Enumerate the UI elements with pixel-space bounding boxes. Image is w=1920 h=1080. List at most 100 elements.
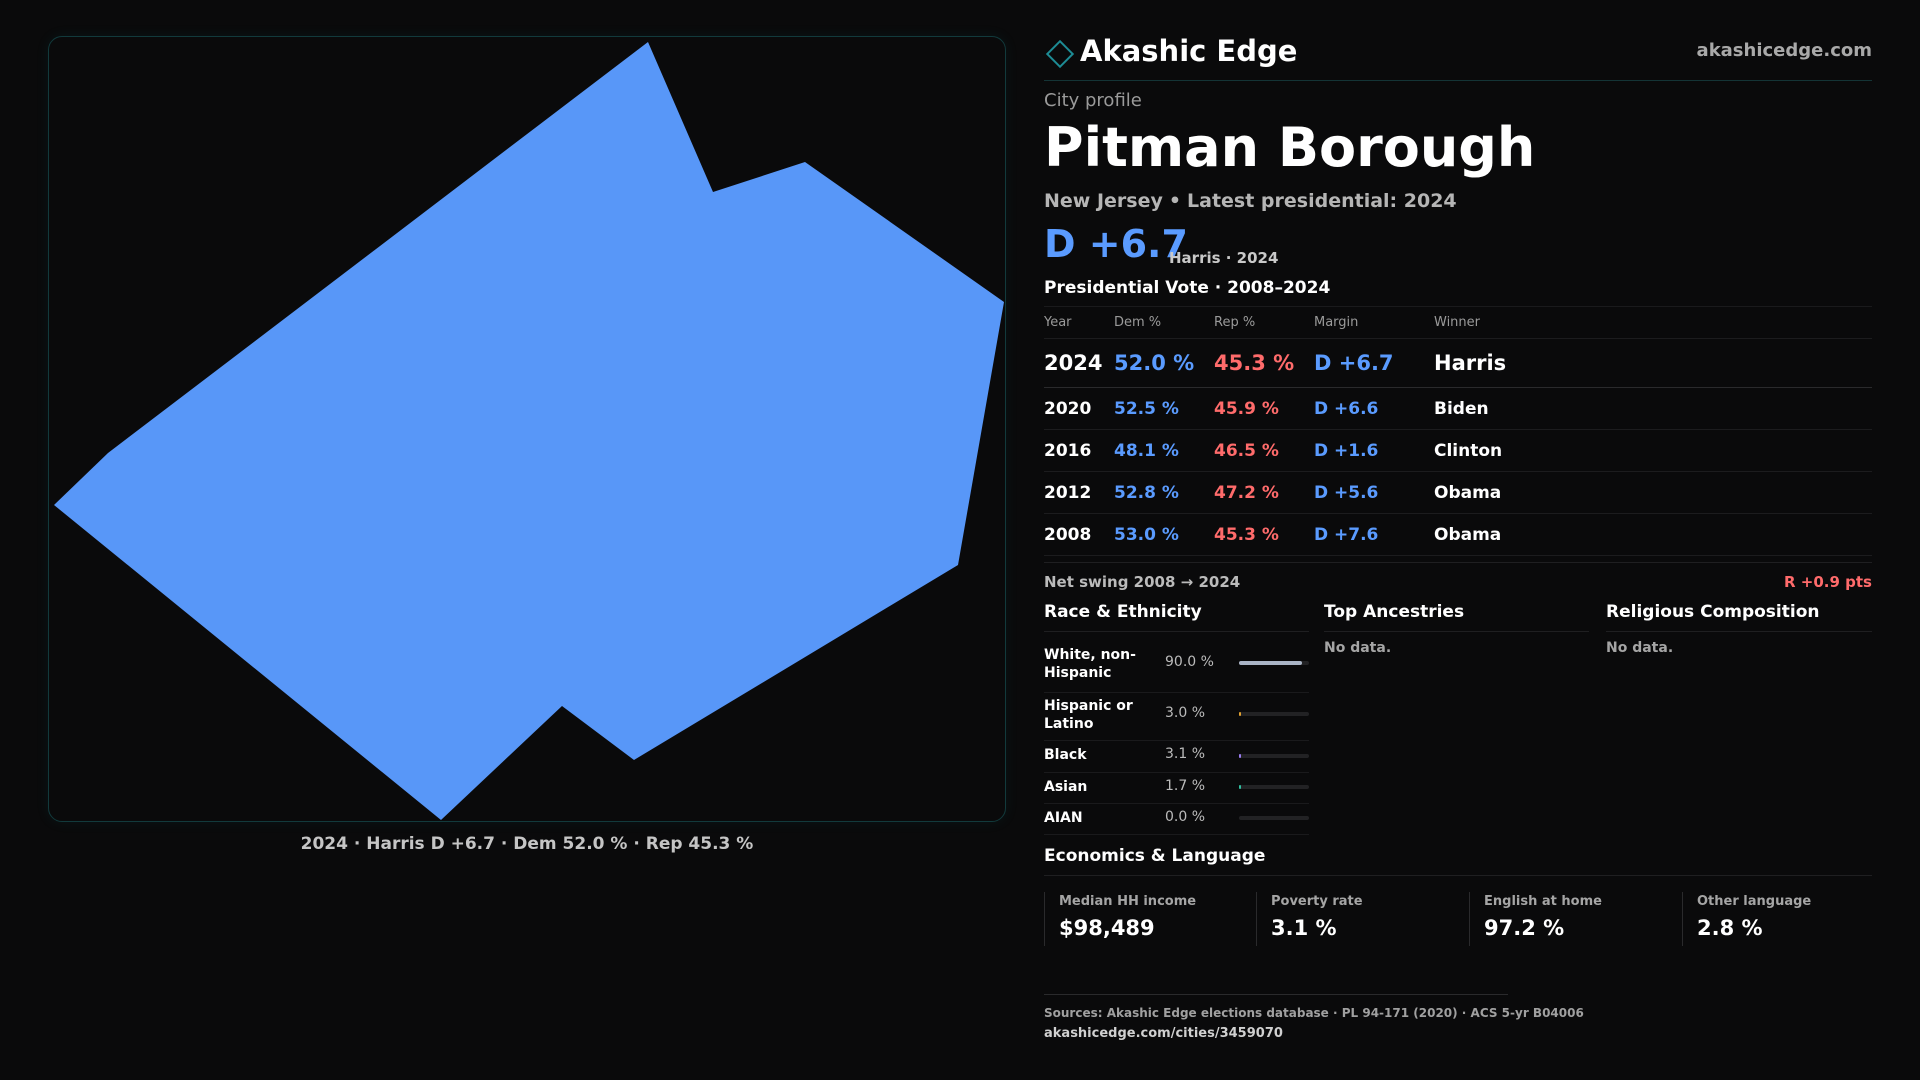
header: Akashic Edge akashicedge.com (1044, 32, 1872, 81)
column-header-dem: Dem % (1114, 315, 1162, 330)
race-pct: 3.0 % (1165, 705, 1206, 721)
race-pct: 1.7 % (1165, 778, 1206, 794)
column-header-rep: Rep % (1214, 315, 1256, 330)
race-bar-track (1239, 661, 1309, 665)
row-year: 2008 (1044, 525, 1092, 545)
state-label: New Jersey (1044, 190, 1163, 212)
row-margin: D +1.6 (1314, 441, 1379, 461)
stat-value: 2.8 % (1697, 916, 1763, 940)
race-label: Black (1044, 747, 1087, 763)
stat-label: Median HH income (1059, 894, 1197, 909)
stat-label: Poverty rate (1271, 894, 1363, 909)
race-bar-fill (1239, 712, 1241, 716)
stat-english-at-home: English at home 97.2 % (1469, 892, 1660, 946)
latest-margin-note: Harris · 2024 (1169, 249, 1279, 267)
latest-election-label: Latest presidential: 2024 (1187, 190, 1457, 212)
row-winner: Harris (1434, 351, 1507, 375)
row-winner: Clinton (1434, 441, 1503, 461)
economics-section-title: Economics & Language (1044, 846, 1266, 866)
table-header-row: Year Dem % Rep % Margin Winner (1044, 307, 1872, 339)
page-title: Pitman Borough (1044, 116, 1536, 179)
race-label: AIAN (1044, 810, 1083, 826)
stat-value: 3.1 % (1271, 916, 1337, 940)
column-header-winner: Winner (1434, 315, 1481, 330)
race-label: White, non-Hispanic (1044, 647, 1136, 681)
race-label: Hispanic or Latino (1044, 698, 1133, 732)
row-winner: Obama (1434, 525, 1502, 545)
table-row: 2020 52.5 % 45.9 % D +6.6 Biden (1044, 388, 1872, 430)
race-bar-fill (1239, 754, 1241, 758)
city-boundary-map[interactable] (0, 0, 1010, 830)
row-year: 2020 (1044, 399, 1092, 419)
race-bar-track (1239, 816, 1309, 820)
brand-name[interactable]: Akashic Edge (1080, 34, 1298, 68)
race-section-rule (1044, 631, 1309, 632)
race-pct: 3.1 % (1165, 746, 1206, 762)
ancestries-section-title: Top Ancestries (1324, 602, 1465, 622)
logo-diamond-icon (1045, 39, 1075, 69)
economics-section-rule (1044, 875, 1872, 876)
row-margin: D +7.6 (1314, 525, 1379, 545)
race-row: AIAN 0.0 % (1044, 803, 1309, 835)
race-bar-fill (1239, 661, 1302, 665)
net-swing-value: R +0.9 pts (1784, 573, 1872, 591)
ancestries-empty: No data. (1324, 640, 1392, 656)
row-winner: Obama (1434, 483, 1502, 503)
row-dem-pct: 52.8 % (1114, 483, 1179, 503)
stat-median-income: Median HH income $98,489 (1044, 892, 1235, 946)
page-url[interactable]: akashicedge.com/cities/3459070 (1044, 1026, 1283, 1041)
row-dem-pct: 52.0 % (1114, 351, 1195, 375)
page-kicker: City profile (1044, 90, 1142, 111)
map-caption: 2024 · Harris D +6.7 · Dem 52.0 % · Rep … (300, 834, 754, 854)
race-bar-track (1239, 785, 1309, 789)
race-bar-fill (1239, 785, 1241, 789)
row-rep-pct: 45.3 % (1214, 525, 1279, 545)
table-row: 2024 52.0 % 45.3 % D +6.7 Harris (1044, 339, 1872, 388)
row-margin: D +5.6 (1314, 483, 1379, 503)
ancestries-section-rule (1324, 631, 1589, 632)
race-section-title: Race & Ethnicity (1044, 602, 1202, 622)
race-row: Asian 1.7 % (1044, 772, 1309, 804)
site-link[interactable]: akashicedge.com (1696, 40, 1872, 61)
vote-table: Year Dem % Rep % Margin Winner 2024 52.0… (1044, 306, 1872, 556)
vote-table-title: Presidential Vote · 2008–2024 (1044, 278, 1331, 298)
stat-value: 97.2 % (1484, 916, 1565, 940)
city-boundary-shape[interactable] (54, 42, 1004, 820)
race-bar-track (1239, 712, 1309, 716)
column-header-year: Year (1044, 315, 1072, 330)
page-subtitle: New Jersey • Latest presidential: 2024 (1044, 190, 1457, 212)
race-pct: 0.0 % (1165, 809, 1206, 825)
row-rep-pct: 47.2 % (1214, 483, 1279, 503)
religion-section-rule (1606, 631, 1872, 632)
table-row: 2008 53.0 % 45.3 % D +7.6 Obama (1044, 514, 1872, 556)
race-bar-track (1239, 754, 1309, 758)
religion-empty: No data. (1606, 640, 1674, 656)
latest-margin: D +6.7 (1044, 222, 1188, 266)
row-rep-pct: 45.9 % (1214, 399, 1279, 419)
stat-label: English at home (1484, 894, 1602, 909)
stat-value: $98,489 (1059, 916, 1155, 940)
row-year: 2024 (1044, 351, 1103, 375)
race-pct: 90.0 % (1165, 654, 1214, 670)
row-dem-pct: 48.1 % (1114, 441, 1179, 461)
column-header-margin: Margin (1314, 315, 1359, 330)
religion-section-title: Religious Composition (1606, 602, 1820, 622)
table-row: 2016 48.1 % 46.5 % D +1.6 Clinton (1044, 430, 1872, 472)
row-margin: D +6.6 (1314, 399, 1379, 419)
row-rep-pct: 46.5 % (1214, 441, 1279, 461)
row-winner: Biden (1434, 399, 1489, 419)
row-year: 2016 (1044, 441, 1092, 461)
race-row: Hispanic or Latino 3.0 % (1044, 692, 1309, 741)
net-swing: Net swing 2008 → 2024 R +0.9 pts (1044, 562, 1872, 593)
race-label: Asian (1044, 779, 1088, 795)
row-year: 2012 (1044, 483, 1092, 503)
stat-label: Other language (1697, 894, 1812, 909)
net-swing-label: Net swing 2008 → 2024 (1044, 573, 1241, 591)
stat-poverty-rate: Poverty rate 3.1 % (1256, 892, 1447, 946)
row-rep-pct: 45.3 % (1214, 351, 1295, 375)
stat-other-language: Other language 2.8 % (1682, 892, 1873, 946)
row-margin: D +6.7 (1314, 351, 1394, 375)
row-dem-pct: 52.5 % (1114, 399, 1179, 419)
map-frame (48, 36, 1006, 822)
race-row: White, non-Hispanic 90.0 % (1044, 640, 1309, 693)
